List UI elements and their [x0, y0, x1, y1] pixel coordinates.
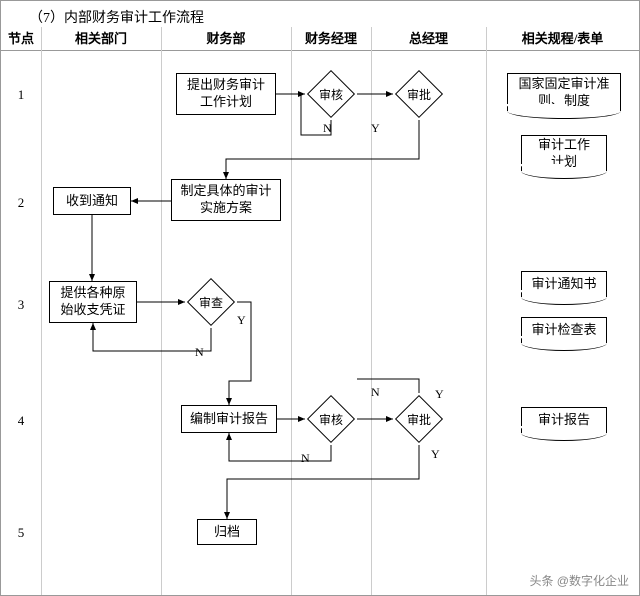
decision-check: 审查	[185, 276, 237, 328]
col-header-dept: 相关部门	[41, 27, 161, 51]
edge-label: Y	[435, 387, 444, 402]
col-header-fin-mgr: 财务经理	[291, 27, 371, 51]
col-header-gm: 总经理	[371, 27, 486, 51]
col-header-docs: 相关规程/表单	[486, 27, 639, 51]
column-header-row: 节点 相关部门 财务部 财务经理 总经理 相关规程/表单	[1, 27, 639, 51]
decision-approve-1: 审批	[393, 68, 445, 120]
edge-label: N	[195, 345, 204, 360]
row-number: 4	[1, 413, 41, 429]
col-divider	[41, 27, 42, 595]
node-propose-plan: 提出财务审计工作计划	[176, 73, 276, 115]
row-number: 5	[1, 525, 41, 541]
flowchart-page: （7）内部财务审计工作流程 节点 相关部门 财务部 财务经理 总经理 相关规程/…	[0, 0, 640, 596]
node-receive-notice: 收到通知	[53, 187, 131, 215]
doc-audit-plan: 审计工作计划	[521, 135, 607, 171]
doc-national-rules: 国家固定审计准则、制度	[507, 73, 621, 111]
col-header-node: 节点	[1, 27, 41, 51]
node-provide-proof: 提供各种原始收支凭证	[49, 281, 137, 323]
row-number: 2	[1, 195, 41, 211]
node-make-scheme: 制定具体的审计实施方案	[171, 179, 281, 221]
col-divider	[161, 27, 162, 595]
row-number: 1	[1, 87, 41, 103]
edge-label: N	[301, 451, 310, 466]
col-header-finance: 财务部	[161, 27, 291, 51]
edge-label: Y	[371, 121, 380, 136]
col-divider	[291, 27, 292, 595]
doc-audit-report: 审计报告	[521, 407, 607, 433]
page-title: （7）内部财务审计工作流程	[29, 7, 204, 27]
node-compile-report: 编制审计报告	[181, 405, 277, 433]
node-archive: 归档	[197, 519, 257, 545]
col-divider	[371, 27, 372, 595]
decision-audit-1: 审核	[305, 68, 357, 120]
edge-label: Y	[431, 447, 440, 462]
decision-audit-2: 审核	[305, 393, 357, 445]
edge-label: Y	[237, 313, 246, 328]
doc-checklist: 审计检查表	[521, 317, 607, 343]
row-number: 3	[1, 297, 41, 313]
col-divider	[486, 27, 487, 595]
edge-label: N	[371, 385, 380, 400]
edge-label: N	[323, 121, 332, 136]
doc-audit-notice: 审计通知书	[521, 271, 607, 297]
watermark: 头条 @数字化企业	[529, 572, 629, 589]
